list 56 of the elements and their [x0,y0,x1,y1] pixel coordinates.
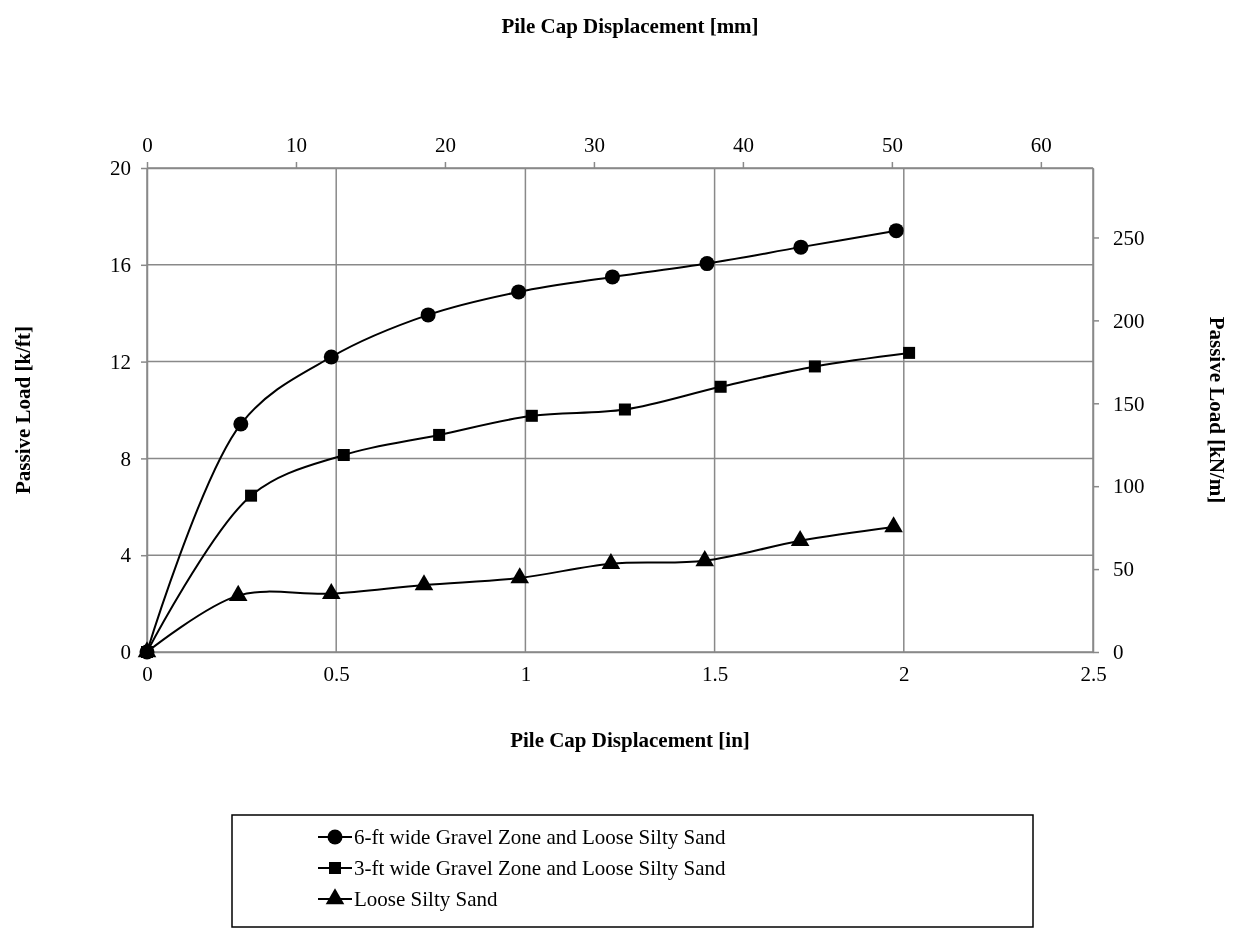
point [790,529,810,547]
point [233,416,249,432]
x-tick-label: 0 [142,661,153,686]
x2-tick-label: 0 [142,133,153,157]
point [793,239,809,255]
x2-tick-label: 30 [583,133,605,157]
x-tick-label: 2.5 [1080,661,1107,686]
point [228,584,248,601]
x-axis-title: Pile Cap Displacement [in] [510,728,750,752]
x-tick-label: 2 [899,661,910,686]
y2-tick-label: 150 [1113,391,1145,416]
y2-tick-label: 200 [1113,308,1145,333]
point [414,574,434,591]
legend-label: Loose Silty Sand [354,887,498,911]
y2-tick-label: 50 [1113,557,1134,582]
point [525,409,538,422]
y-tick-label: 4 [120,543,132,568]
y2-tick-label: 250 [1113,225,1145,250]
x2-tick-label: 20 [434,133,456,157]
y-tick-label: 0 [120,640,131,665]
legend-label: 6-ft wide Gravel Zone and Loose Silty Sand [354,825,726,849]
point [433,428,446,441]
point [714,380,727,393]
point [601,552,621,570]
y-tick-label: 8 [120,446,131,471]
point [604,269,620,285]
y-tick-label: 12 [110,349,131,374]
legend-label: 3-ft wide Gravel Zone and Loose Silty Sand [354,856,726,880]
point [245,489,258,502]
point [321,582,341,600]
x-tick-label: 1.5 [701,661,729,686]
x2-axis-title: Pile Cap Displacement [mm] [501,14,759,38]
x2-tick-label: 40 [732,133,754,157]
point [695,550,715,567]
point [808,360,821,373]
point [884,516,903,533]
y2-tick-label: 100 [1113,474,1145,499]
y-tick-label: 16 [110,253,131,278]
x2-tick-label: 50 [881,133,903,157]
point [511,284,527,300]
y-axis-title: Passive Load [k/ft] [11,326,35,494]
point [420,307,436,323]
y2-tick-label: 0 [1113,640,1124,665]
point [903,346,916,359]
y-tick-label: 20 [110,156,131,181]
point [618,403,631,416]
point [888,223,904,239]
point [510,567,530,584]
point [699,256,715,272]
point [337,449,350,462]
y2-axis-title: Passive Load [kN/m] [1205,316,1229,504]
point [323,349,339,365]
x2-tick-label: 10 [285,133,307,157]
x2-tick-label: 60 [1030,133,1052,157]
x-tick-label: 0.5 [323,661,350,686]
x-tick-label: 1 [520,661,532,686]
